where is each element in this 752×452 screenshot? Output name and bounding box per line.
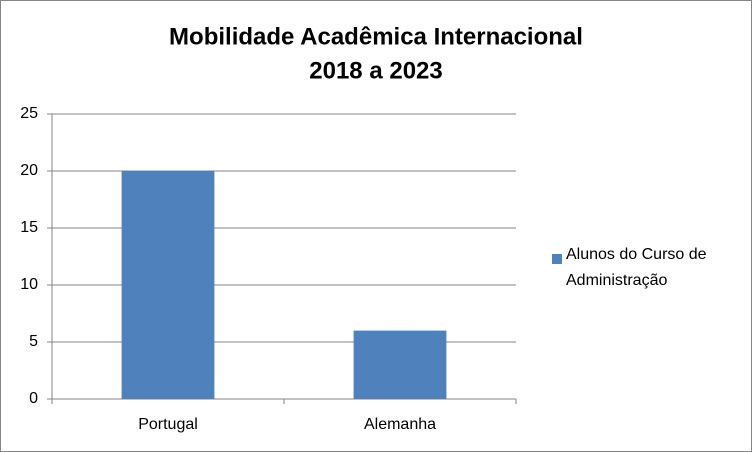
y-tick-label: 5 xyxy=(29,333,38,350)
legend-swatch xyxy=(552,254,562,264)
y-tick-label: 10 xyxy=(20,276,38,293)
legend-label: Alunos do Curso de Administração xyxy=(566,246,707,289)
legend-entry: Alunos do Curso de Administração xyxy=(566,246,707,289)
y-tick-label: 20 xyxy=(20,162,38,179)
x-tick-label: Portugal xyxy=(138,416,198,433)
x-tick-label: Alemanha xyxy=(364,416,436,433)
chart-subtitle: 2018 a 2023 xyxy=(309,57,442,84)
bar xyxy=(353,330,447,399)
y-tick-label: 0 xyxy=(29,390,38,407)
y-tick-label: 25 xyxy=(20,105,38,122)
bar xyxy=(121,171,215,399)
y-tick-label: 15 xyxy=(20,219,38,236)
chart-title: Mobilidade Acadêmica Internacional xyxy=(169,23,583,50)
